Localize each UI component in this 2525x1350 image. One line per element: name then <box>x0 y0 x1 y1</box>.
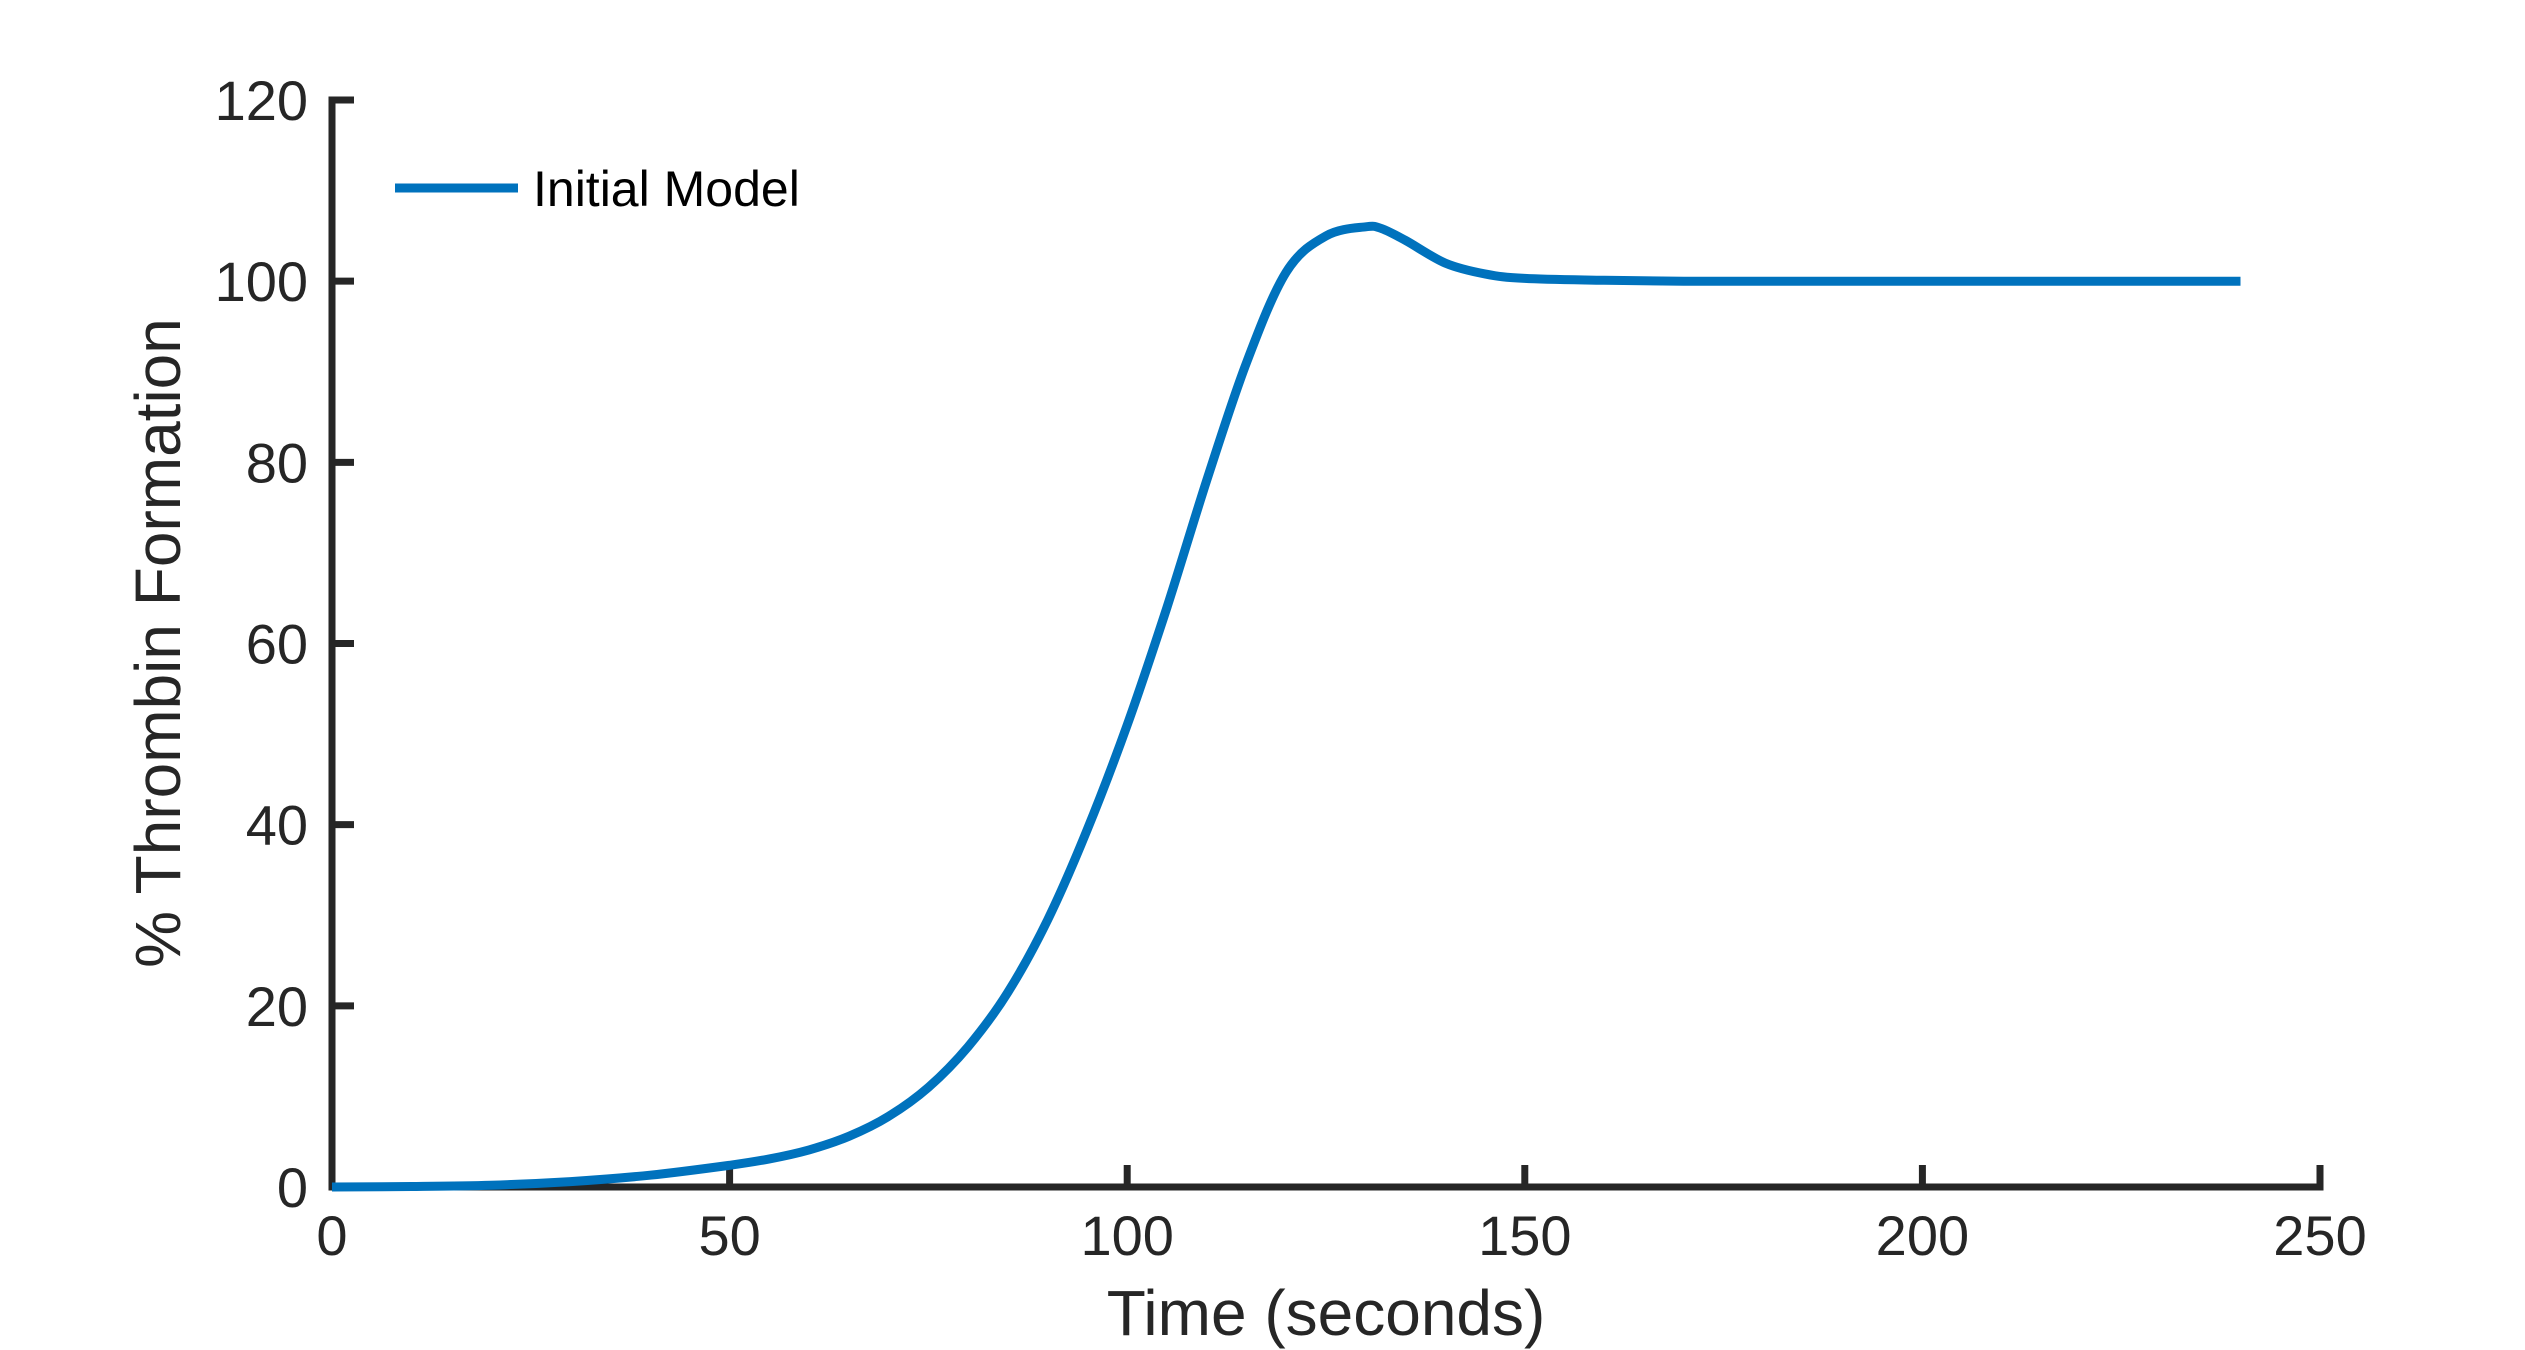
x-tick-label: 50 <box>698 1204 760 1267</box>
x-tick-label: 0 <box>316 1204 347 1267</box>
legend: Initial Model <box>395 161 800 217</box>
y-tick-label: 40 <box>246 794 308 857</box>
y-tick-label: 80 <box>246 431 308 494</box>
y-tick-label: 20 <box>246 975 308 1038</box>
x-tick-label: 150 <box>1478 1204 1571 1267</box>
axes <box>328 96 2324 1191</box>
series-layer <box>331 221 2241 1192</box>
y-tick-label: 0 <box>277 1156 308 1219</box>
y-tick-label: 100 <box>215 250 308 313</box>
x-tick-label: 100 <box>1080 1204 1173 1267</box>
x-axis-title: Time (seconds) <box>1107 1277 1546 1349</box>
y-tick-label: 60 <box>246 613 308 676</box>
y-axis-title: % Thrombin Formation <box>122 318 194 968</box>
x-tick-label: 200 <box>1876 1204 1969 1267</box>
x-ticks: 0 50 100 150 200 250 <box>316 1165 2367 1267</box>
series-line-0 <box>331 221 2241 1192</box>
legend-label-initial-model: Initial Model <box>533 161 800 217</box>
y-ticks: 0 20 40 60 80 100 120 <box>215 69 354 1219</box>
y-tick-label: 120 <box>215 69 308 132</box>
x-tick-label: 250 <box>2273 1204 2366 1267</box>
